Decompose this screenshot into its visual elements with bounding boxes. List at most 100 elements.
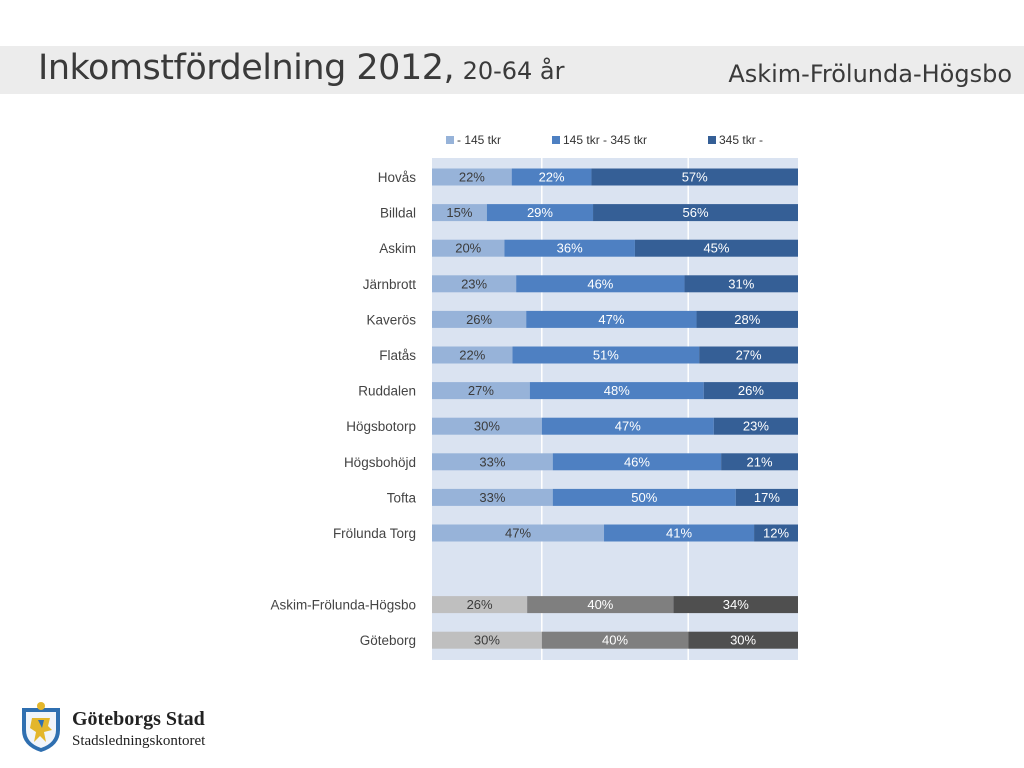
data-label-hovas-3: 57%	[682, 170, 708, 185]
bar-jarnbrott-series-2	[516, 275, 685, 293]
data-label-jarnbrott-1: 23%	[461, 276, 487, 291]
data-label-ruddalen-3: 26%	[738, 383, 764, 398]
data-label-jarnbrott-2: 46%	[587, 276, 613, 291]
data-label-askim-frolunda-hogsbo-3: 34%	[723, 597, 749, 612]
bar-frolunda-torg-series-3	[754, 524, 798, 542]
data-label-ruddalen-1: 27%	[468, 383, 494, 398]
data-label-goteborg-3: 30%	[730, 633, 756, 648]
legend-swatch-3	[708, 136, 716, 144]
header-band	[0, 46, 1024, 94]
bar-flatas-series-2	[512, 346, 700, 364]
bar-goteborg-series-2	[541, 631, 689, 649]
bar-hogsbohojd-series-2	[552, 453, 722, 471]
category-label-goteborg: Göteborg	[360, 633, 416, 648]
legend-label-1: - 145 tkr	[457, 133, 501, 147]
bar-ruddalen-series-2	[529, 382, 704, 400]
district-label: Askim-Frölunda-Högsbo	[728, 60, 1012, 88]
bar-row-hogsbotorp: 30% 47% 23%	[432, 417, 798, 435]
data-label-ruddalen-2: 48%	[604, 383, 630, 398]
bar-row-tofta: 33% 50% 17%	[432, 488, 798, 506]
data-label-kaveros-1: 26%	[466, 312, 492, 327]
data-label-hogsbohojd-2: 46%	[624, 454, 650, 469]
bar-rows: 22% 22% 57% 15% 29% 56% 20% 36% 45% 23% 46% 31% 26% 4…	[432, 168, 798, 649]
bar-row-billdal: 15% 29% 56%	[432, 204, 798, 222]
bar-hogsbotorp-series-3	[713, 417, 798, 435]
goteborgs-stad-logo: Göteborgs Stad Stadsledningskontoret	[18, 700, 250, 756]
bar-row-flatas: 22% 51% 27%	[432, 346, 798, 364]
category-label-billdal: Billdal	[380, 206, 416, 221]
bar-hogsbohojd-series-1	[432, 453, 553, 471]
category-label-ruddalen: Ruddalen	[358, 384, 416, 399]
data-label-askim-frolunda-hogsbo-2: 40%	[587, 597, 613, 612]
bar-hovas-series-3	[591, 168, 798, 186]
bar-billdal-series-3	[593, 204, 798, 222]
category-label-hogsbotorp: Högsbotorp	[346, 419, 416, 434]
bar-hogsbotorp-series-1	[432, 417, 542, 435]
bar-hovas-series-2	[511, 168, 592, 186]
data-label-kaveros-3: 28%	[734, 312, 760, 327]
category-label-askim: Askim	[379, 241, 416, 256]
category-labels: Hovås Billdal Askim Järnbrott Kaverös Flatås R…	[270, 170, 416, 648]
data-label-flatas-3: 27%	[736, 348, 762, 363]
category-label-flatas: Flatås	[379, 348, 416, 363]
bar-jarnbrott-series-1	[432, 275, 517, 293]
data-label-billdal-2: 29%	[527, 205, 553, 220]
data-label-flatas-2: 51%	[593, 348, 619, 363]
category-label-hogsbohojd: Högsbohöjd	[344, 455, 416, 470]
legend-swatch-2	[552, 136, 560, 144]
bar-row-hogsbohojd: 33% 46% 21%	[432, 453, 798, 471]
bar-billdal-series-1	[432, 204, 487, 222]
bar-hogsbotorp-series-2	[541, 417, 714, 435]
bar-ruddalen-series-1	[432, 382, 530, 400]
chart-legend: - 145 tkr 145 tkr - 345 tkr 345 tkr -	[446, 133, 763, 147]
bar-ruddalen-series-3	[703, 382, 798, 400]
data-label-tofta-3: 17%	[754, 490, 780, 505]
category-label-kaveros: Kaverös	[366, 312, 416, 327]
bar-jarnbrott-series-3	[684, 275, 798, 293]
data-label-jarnbrott-3: 31%	[728, 276, 754, 291]
title-main: Inkomstfördelning 2012,	[38, 48, 455, 88]
city-crest-icon	[22, 702, 60, 752]
bar-row-askim-frolunda-hogsbo: 26% 40% 34%	[432, 596, 798, 614]
bar-goteborg-series-3	[688, 631, 798, 649]
data-label-askim-3: 45%	[703, 241, 729, 256]
data-label-hovas-1: 22%	[459, 170, 485, 185]
data-label-billdal-1: 15%	[446, 205, 472, 220]
bar-askim-series-1	[432, 239, 505, 257]
bar-goteborg-series-1	[432, 631, 542, 649]
title-subtitle: 20-64 år	[462, 57, 565, 85]
bar-tofta-series-3	[735, 488, 798, 506]
bar-askim-series-2	[504, 239, 635, 257]
data-label-hogsbohojd-3: 21%	[747, 454, 773, 469]
bar-row-jarnbrott: 23% 46% 31%	[432, 275, 798, 293]
logo-department: Stadsledningskontoret	[72, 733, 206, 749]
data-label-frolunda-torg-1: 47%	[505, 526, 531, 541]
bar-askim-frolunda-hogsbo-series-1	[432, 596, 528, 614]
bar-kaveros-series-2	[526, 310, 697, 328]
bar-frolunda-torg-series-1	[432, 524, 605, 542]
data-label-flatas-1: 22%	[459, 348, 485, 363]
legend-label-2: 145 tkr - 345 tkr	[563, 133, 647, 147]
data-label-billdal-3: 56%	[683, 205, 709, 220]
category-label-frolunda-torg: Frölunda Torg	[333, 526, 416, 541]
bar-row-frolunda-torg: 47% 41% 12%	[432, 524, 798, 542]
data-label-frolunda-torg-3: 12%	[763, 526, 789, 541]
logo-name: Göteborgs Stad	[72, 708, 205, 730]
data-label-hogsbohojd-1: 33%	[479, 454, 505, 469]
bar-frolunda-torg-series-2	[604, 524, 755, 542]
bar-askim-series-3	[634, 239, 798, 257]
bar-kaveros-series-1	[432, 310, 527, 328]
income-distribution-chart: - 145 tkr 145 tkr - 345 tkr 345 tkr - 22% 2…	[270, 133, 798, 660]
bar-kaveros-series-3	[696, 310, 798, 328]
bar-tofta-series-2	[552, 488, 736, 506]
bar-row-kaveros: 26% 47% 28%	[432, 310, 798, 328]
data-label-hogsbotorp-3: 23%	[743, 419, 769, 434]
bar-hogsbohojd-series-3	[721, 453, 798, 471]
bar-row-hovas: 22% 22% 57%	[432, 168, 798, 186]
data-label-askim-1: 20%	[455, 241, 481, 256]
bar-hovas-series-1	[432, 168, 512, 186]
data-label-tofta-1: 33%	[479, 490, 505, 505]
data-label-hogsbotorp-2: 47%	[615, 419, 641, 434]
legend-swatch-1	[446, 136, 454, 144]
data-label-goteborg-1: 30%	[474, 633, 500, 648]
